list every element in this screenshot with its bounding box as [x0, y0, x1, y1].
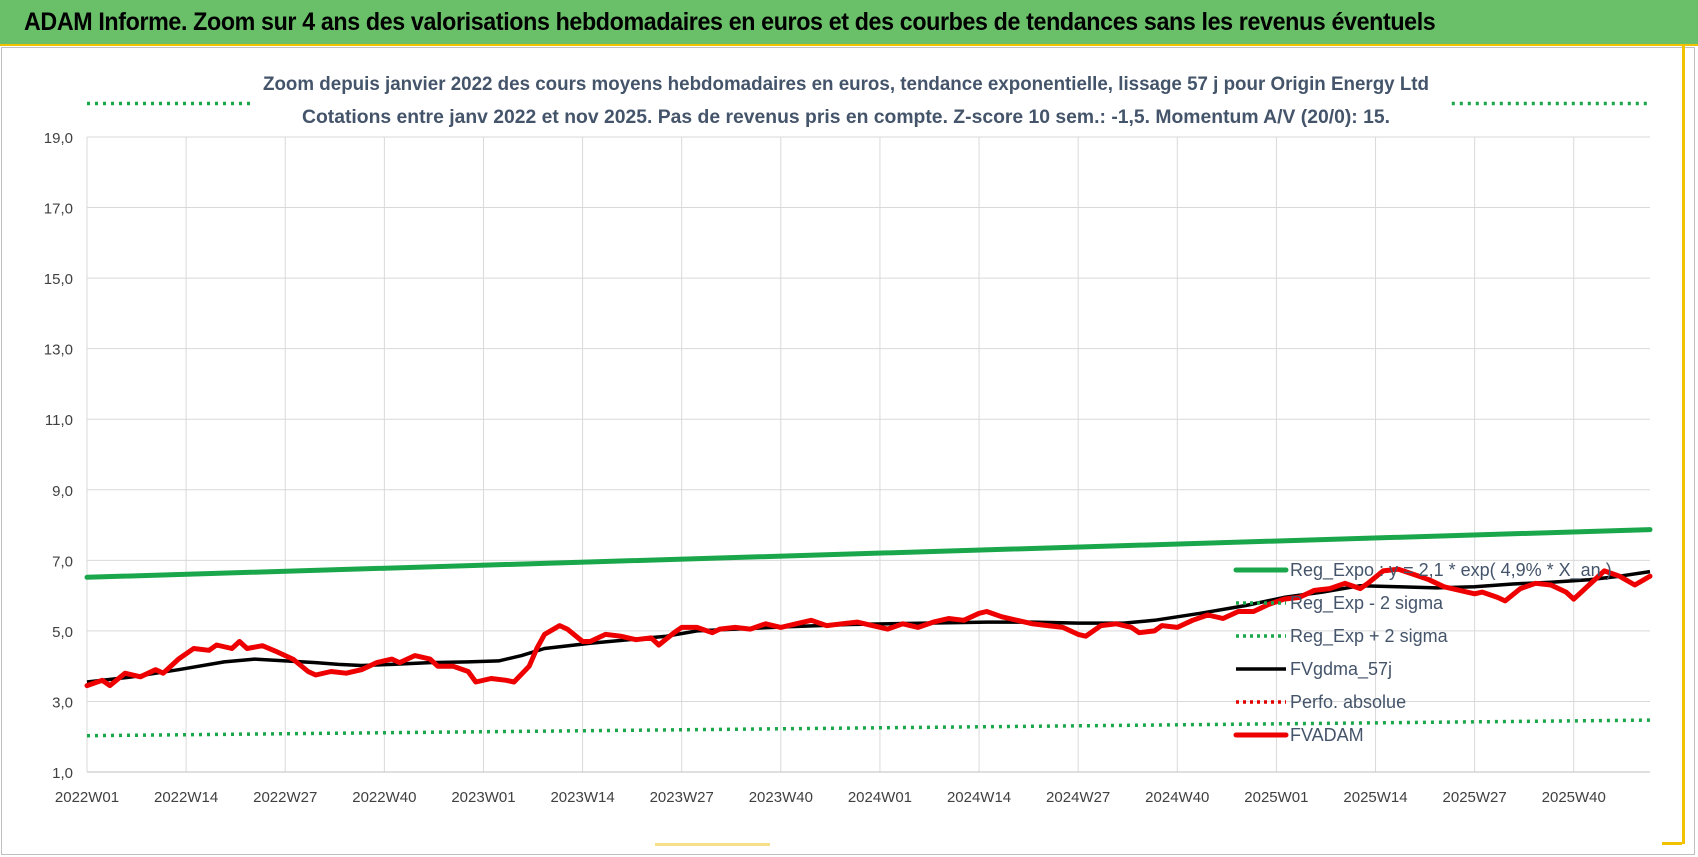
chart-title: Zoom depuis janvier 2022 des cours moyen…	[263, 73, 1429, 95]
x-tick-label: 2022W14	[154, 789, 218, 806]
x-tick-label: 2023W01	[451, 789, 515, 806]
x-tick-label: 2022W40	[352, 789, 416, 806]
x-tick-label: 2024W40	[1145, 789, 1209, 806]
x-tick-label: 2025W27	[1443, 789, 1507, 806]
x-tick-label: 2022W27	[253, 789, 317, 806]
legend-label: FVADAM	[1290, 725, 1364, 745]
y-tick-label: 1,0	[52, 765, 73, 782]
legend-label: Reg_Exp - 2 sigma	[1290, 593, 1444, 614]
y-tick-label: 7,0	[52, 553, 73, 570]
x-tick-label: 2022W01	[55, 789, 119, 806]
x-tick-label: 2024W01	[848, 789, 912, 806]
report-banner: ADAM Informe. Zoom sur 4 ans des valoris…	[0, 0, 1698, 46]
report-title: ADAM Informe. Zoom sur 4 ans des valoris…	[24, 8, 1436, 36]
frame-accent-corner	[1662, 842, 1682, 845]
legend-label: FVgdma_57j	[1290, 659, 1392, 680]
legend-label: Perfo. absolue	[1290, 692, 1406, 712]
y-tick-label: 19,0	[44, 130, 73, 147]
series-line-1	[86, 718, 1651, 738]
x-tick-label: 2023W27	[650, 789, 714, 806]
title-background	[254, 62, 1438, 134]
series-line-0	[84, 527, 1653, 580]
grid-lines	[86, 136, 1650, 773]
y-axis-ticks: 1,0 3,0 5,0 7,0 9,0 11,0 13,0 15,0 17,0 19,0	[44, 130, 73, 782]
x-tick-label: 2024W14	[947, 789, 1011, 806]
chart-frame	[1, 47, 1695, 855]
x-tick-label: 2025W40	[1542, 789, 1606, 806]
chart-legend: Reg_Expo : y = 2,1 * exp( 4,9% * X_an ) R…	[1233, 560, 1612, 745]
y-tick-label: 17,0	[44, 201, 73, 218]
y-tick-label: 15,0	[44, 271, 73, 288]
frame-accent-right	[1682, 44, 1685, 844]
x-tick-label: 2025W01	[1244, 789, 1308, 806]
legend-label: Reg_Exp + 2 sigma	[1290, 626, 1449, 647]
y-tick-label: 9,0	[52, 483, 73, 500]
frame-accent-bottom	[655, 843, 770, 846]
series-lines	[84, 101, 1653, 738]
x-tick-label: 2023W14	[550, 789, 614, 806]
x-axis-ticks: 2022W01 2022W14 2022W27 2022W40 2023W01 2023W…	[55, 789, 1606, 806]
y-tick-label: 11,0	[45, 412, 73, 429]
x-tick-label: 2023W40	[749, 789, 813, 806]
series-line-5	[84, 566, 1653, 689]
y-tick-label: 3,0	[52, 694, 73, 711]
legend-label: Reg_Expo : y = 2,1 * exp( 4,9% * X_an )	[1290, 560, 1612, 581]
y-tick-label: 13,0	[44, 342, 73, 359]
chart-subtitle: Cotations entre janv 2022 et nov 2025. P…	[302, 106, 1390, 128]
x-tick-label: 2024W27	[1046, 789, 1110, 806]
x-tick-label: 2025W14	[1343, 789, 1407, 806]
y-tick-label: 5,0	[52, 624, 73, 641]
